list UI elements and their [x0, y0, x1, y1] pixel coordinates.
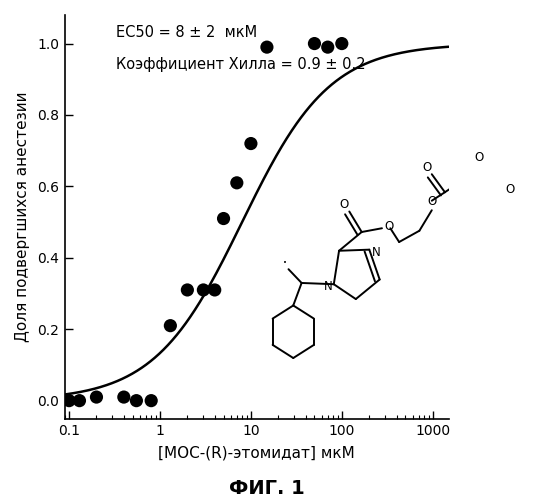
Point — [232, 179, 241, 187]
Point — [120, 393, 128, 401]
Point — [310, 40, 319, 48]
X-axis label: [МОС-(R)-этомидат] мкМ: [МОС-(R)-этомидат] мкМ — [159, 445, 355, 460]
Point — [166, 322, 175, 330]
Text: Коэффициент Хилла = 0.9 ± 0.2: Коэффициент Хилла = 0.9 ± 0.2 — [116, 58, 366, 72]
Point — [263, 43, 271, 51]
Point — [247, 140, 255, 147]
Y-axis label: Доля подвергшихся анестезии: Доля подвергшихся анестезии — [15, 92, 30, 342]
Point — [92, 393, 101, 401]
Point — [324, 43, 332, 51]
Text: EC50 = 8 ± 2  мкМ: EC50 = 8 ± 2 мкМ — [116, 25, 257, 40]
Point — [147, 396, 155, 404]
Point — [75, 396, 84, 404]
Text: O: O — [427, 195, 436, 208]
Point — [65, 396, 73, 404]
Text: ФИГ. 1: ФИГ. 1 — [229, 478, 305, 498]
Text: O: O — [422, 160, 431, 173]
Text: N: N — [324, 280, 333, 293]
Text: O: O — [384, 220, 393, 232]
Text: O: O — [505, 183, 514, 196]
Point — [210, 286, 219, 294]
Point — [132, 396, 140, 404]
Point — [337, 40, 346, 48]
Point — [199, 286, 208, 294]
Point — [183, 286, 192, 294]
Text: O: O — [340, 198, 349, 211]
Text: •: • — [283, 260, 287, 266]
Text: O: O — [474, 151, 483, 164]
Text: N: N — [372, 246, 380, 258]
Point — [219, 214, 228, 222]
